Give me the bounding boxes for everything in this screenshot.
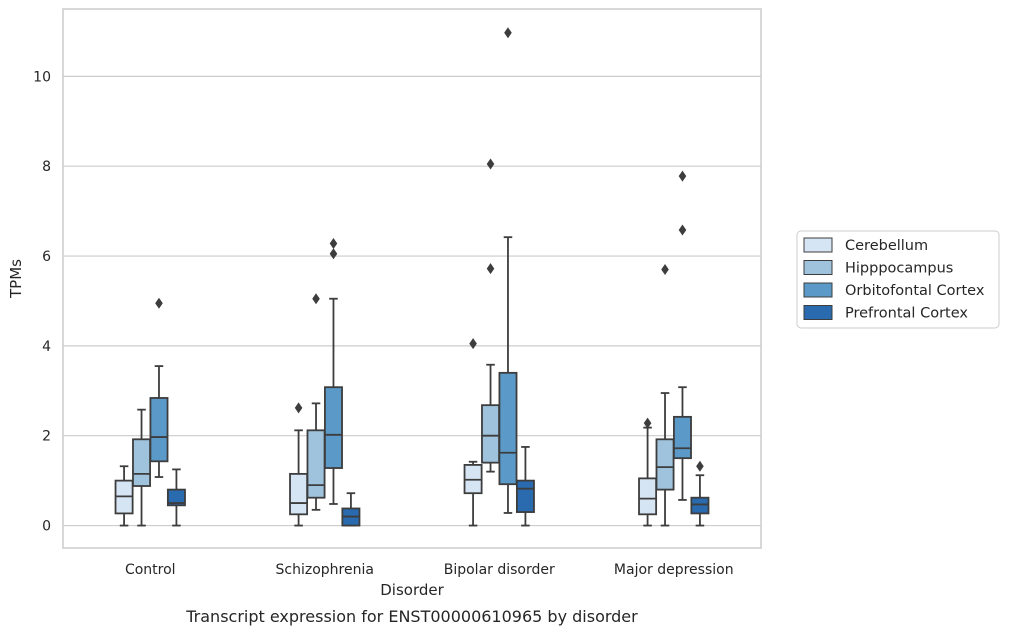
y-tick-label: 8 [42,159,51,175]
x-tick-label: Control [125,562,176,578]
box-1-2 [481,158,500,473]
box-body [166,488,186,507]
box-0-2 [463,338,483,527]
box-2-1 [324,237,343,505]
legend-swatch [803,282,833,298]
legend: Cerebellum Hipppocampus Orbitofontal Corte… [796,230,1000,329]
box-1-0 [132,408,151,527]
legend-label: Orbitofontal Cortex [845,283,985,299]
outlier-point [312,293,320,305]
y-tick-labels: 0 2 4 6 8 10 [33,69,51,534]
x-tick-label: Bipolar disorder [444,562,555,578]
box-body [481,404,500,464]
x-tick-label: Major depression [614,562,734,578]
y-tick-label: 4 [42,339,51,355]
y-tick-label: 6 [42,249,51,265]
y-tick-label: 10 [33,69,51,85]
legend-label: Cerebellum [845,238,928,254]
box-0-1 [289,402,309,527]
outlier-point [294,402,303,414]
box-body [306,429,326,499]
box-3-0 [166,468,186,527]
legend-swatch [803,305,833,320]
box-2-0 [149,297,169,478]
box-0-3 [638,417,658,527]
outlier-point [486,158,495,170]
box-body [673,415,692,460]
y-tick-label: 2 [42,429,51,445]
legend-label: Prefrontal Cortex [845,306,968,322]
outlier-point [643,417,652,429]
box-3-2 [515,446,535,527]
outlier-point [329,237,338,249]
box-body [324,386,343,469]
outlier-point [469,338,477,350]
x-tick-labels: Control Schizophrenia Bipolar disorder Majo… [125,562,734,578]
box-body [690,496,710,515]
x-axis-label: Disorder [380,581,444,599]
box-body [289,472,309,516]
outlier-point [661,264,669,276]
outlier-point [329,248,338,260]
outlier-point [486,263,495,275]
plot-area-frame [62,8,762,549]
box-body [498,371,518,486]
box-1-1 [306,293,326,511]
box-0-0 [114,465,134,527]
box-body [638,477,658,516]
outlier-point [696,460,704,472]
outlier-point [504,27,512,39]
legend-frame [796,230,1000,329]
outlier-point [678,224,687,236]
box-1-3 [655,264,675,527]
box-body [132,438,151,487]
legend-swatch [803,237,833,253]
box-body [149,397,169,463]
boxes [114,27,710,527]
outlier-point [678,170,687,182]
box-2-2 [498,27,518,514]
y-tick-label: 0 [42,519,51,535]
chart-caption: Transcript expression for ENST0000061096… [185,607,638,626]
outlier-point [155,297,163,309]
box-3-1 [341,492,361,527]
y-axis-label: TPMs [7,259,25,299]
box-body [655,438,675,491]
box-2-3 [673,170,692,501]
x-tick-label: Schizophrenia [276,562,374,578]
legend-swatch [803,260,833,275]
box-3-3 [690,460,710,527]
legend-label: Hipppocampus [845,261,953,277]
box-body [515,479,535,513]
